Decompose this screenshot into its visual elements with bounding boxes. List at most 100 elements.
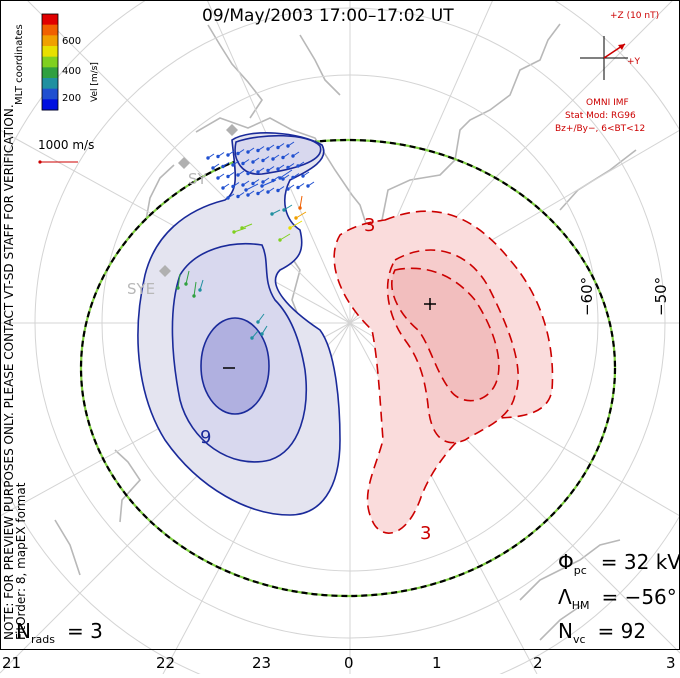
velocity-vector <box>185 270 190 285</box>
velocity-vector-origin <box>251 181 255 186</box>
nrads-sub: rads <box>30 633 55 646</box>
velocity-vector-origin <box>244 188 248 192</box>
colorbar-segment <box>42 78 58 90</box>
velocity-vector-origin <box>301 174 305 178</box>
phi-value: = 32 kV <box>600 550 680 574</box>
velocity-vector-origin <box>256 170 260 174</box>
imf-source: OMNI IMF <box>586 98 629 108</box>
velocity-vector-origin <box>250 336 254 340</box>
velocity-vector <box>261 179 277 187</box>
colorbar-segment <box>42 56 58 68</box>
velocity-vector-origin <box>278 176 282 180</box>
velocity-vector-origin <box>226 196 230 200</box>
phi-sub: pc <box>573 564 587 577</box>
velocity-vectors <box>176 141 315 340</box>
extremum-markers <box>223 298 436 369</box>
velocity-vector-origin <box>276 167 280 171</box>
velocity-vector-origin <box>211 166 215 170</box>
mlt-tick-0: 0 <box>344 654 354 672</box>
nvc-symbol: N <box>558 619 573 643</box>
station-markers <box>159 124 238 277</box>
imf-clock <box>580 36 628 80</box>
velocity-vector-origin <box>261 158 265 163</box>
station-label-sy: SY <box>188 170 207 188</box>
colorbar-segment <box>42 24 58 36</box>
velocity-vector-origin <box>271 157 275 161</box>
lambda-value: = −56° <box>601 585 677 609</box>
lambda-symbol: Λ <box>558 585 572 609</box>
velocity-vector-origin <box>261 180 265 184</box>
velocity-vector-origin <box>221 186 225 190</box>
nrads-symbol: N <box>16 619 31 643</box>
colorbar-segment <box>42 88 58 100</box>
velocity-vector-origin <box>206 156 210 160</box>
hm-boundary <box>79 138 617 598</box>
page-title: 09/May/2003 17:00–17:02 UT <box>202 6 454 26</box>
positive-cell <box>333 210 554 534</box>
velocity-vector-origin <box>286 187 290 191</box>
coord-system: MLT coordinates <box>14 24 25 105</box>
velocity-vector <box>299 195 303 209</box>
velocity-vector-origin <box>291 154 295 158</box>
stat-nvc: Nvc = 92 <box>558 619 646 646</box>
velocity-vector-origin <box>282 208 286 212</box>
velocity-vector-origin <box>232 230 236 234</box>
velocity-vector-origin <box>276 188 280 193</box>
imf-model: Stat Mod: RG96 <box>565 111 636 121</box>
velocity-vector-origin <box>296 164 300 168</box>
velocity-vector-origin <box>226 153 230 157</box>
velocity-vector <box>279 169 293 179</box>
velocity-vector-origin <box>291 175 295 180</box>
velocity-vector-origin <box>192 294 196 298</box>
velocity-vector <box>279 233 291 241</box>
velocity-vector-origin <box>251 160 255 164</box>
velocity-vector <box>233 227 247 233</box>
velocity-vector-origin <box>294 216 298 220</box>
mlt-tick-3: 3 <box>666 654 676 672</box>
velocity-vector-origin <box>298 206 302 210</box>
velocity-vector-origin <box>286 165 290 170</box>
colorbar-segment <box>42 99 58 111</box>
velocity-colorbar <box>41 13 59 111</box>
stat-nrads: Nrads = 3 <box>16 619 103 646</box>
colorbar-frame <box>41 13 59 111</box>
velocity-vector-origin <box>198 288 202 292</box>
colorbar-segment <box>42 67 58 79</box>
velocity-vector-origin <box>236 151 240 156</box>
velocity-vector-origin <box>246 150 250 154</box>
velocity-vector <box>245 183 259 191</box>
colorbar-tick-400: 400 <box>62 66 82 77</box>
velocity-vector-origin <box>281 155 285 160</box>
velocity-vector-origin <box>221 164 225 169</box>
velocity-vector <box>241 223 253 229</box>
velocity-vector-origin <box>260 332 264 336</box>
velocity-vector <box>289 220 303 229</box>
stat-lambda-hm: ΛHM = −56° <box>558 585 677 612</box>
velocity-vector-origin <box>231 163 235 167</box>
nrads-value: = 3 <box>66 619 103 643</box>
velocity-vector-origin <box>266 168 270 173</box>
velocity-vector-origin <box>246 193 250 197</box>
velocity-vector-origin <box>216 176 220 180</box>
contour-label-positive-bottom: 3 <box>420 523 432 544</box>
velocity-vector-origin <box>270 212 274 216</box>
velocity-vector-origin <box>236 173 240 177</box>
lat-label-50: −50° <box>652 276 670 316</box>
imf-z-label: +Z (10 nT) <box>610 11 660 21</box>
velocity-vector <box>193 281 197 297</box>
colorbar-segment <box>42 35 58 47</box>
mlt-tick-22: 22 <box>156 654 176 672</box>
velocity-vector-origin <box>286 144 290 148</box>
velocity-vector-origin <box>288 226 292 230</box>
velocity-vector-origin <box>216 154 220 159</box>
velocity-vector-origin <box>240 226 244 230</box>
velocity-vector-origin <box>266 147 270 151</box>
velocity-vector-origin <box>260 184 264 188</box>
mlt-tick-21: 21 <box>2 654 22 672</box>
colorbar-segment <box>42 46 58 58</box>
velocity-vector-origin <box>266 190 270 194</box>
colorbar-segment <box>42 14 58 26</box>
vector-scale-label: 1000 m/s <box>38 138 95 152</box>
velocity-vector <box>199 279 204 291</box>
